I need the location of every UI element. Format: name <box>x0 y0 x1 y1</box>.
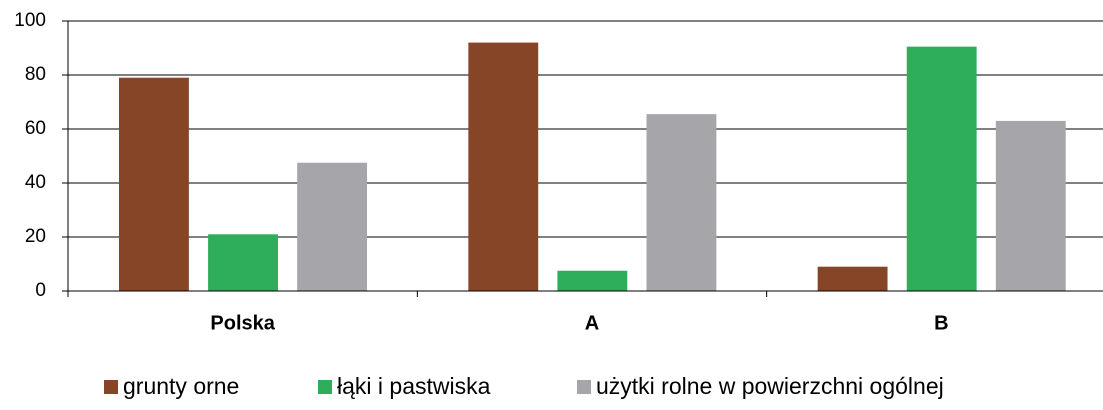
legend-label: użytki rolne w powierzchni ogólnej <box>596 373 944 399</box>
bar <box>646 114 717 292</box>
bar <box>119 77 189 291</box>
y-tick-label: 0 <box>35 280 46 301</box>
y-tick-label: 20 <box>25 226 46 247</box>
legend-swatch <box>104 380 118 394</box>
bar <box>995 120 1066 292</box>
legend-label: łąki i pastwiska <box>337 373 491 399</box>
x-tick-label: Polska <box>210 312 275 334</box>
y-tick-label: 60 <box>25 118 46 139</box>
x-tick-label: B <box>934 312 948 334</box>
y-tick-label: 100 <box>14 10 46 31</box>
legend-label: grunty orne <box>123 373 239 399</box>
bar <box>208 234 278 291</box>
legend-swatch <box>318 380 332 394</box>
bar <box>906 46 977 292</box>
y-tick-label: 40 <box>25 172 46 193</box>
x-tick-label: A <box>585 312 599 334</box>
bar <box>297 162 368 291</box>
legend-swatch <box>577 380 591 394</box>
bar <box>468 42 539 291</box>
bar <box>557 270 628 291</box>
bar <box>817 266 888 291</box>
y-tick-label: 80 <box>25 64 46 85</box>
